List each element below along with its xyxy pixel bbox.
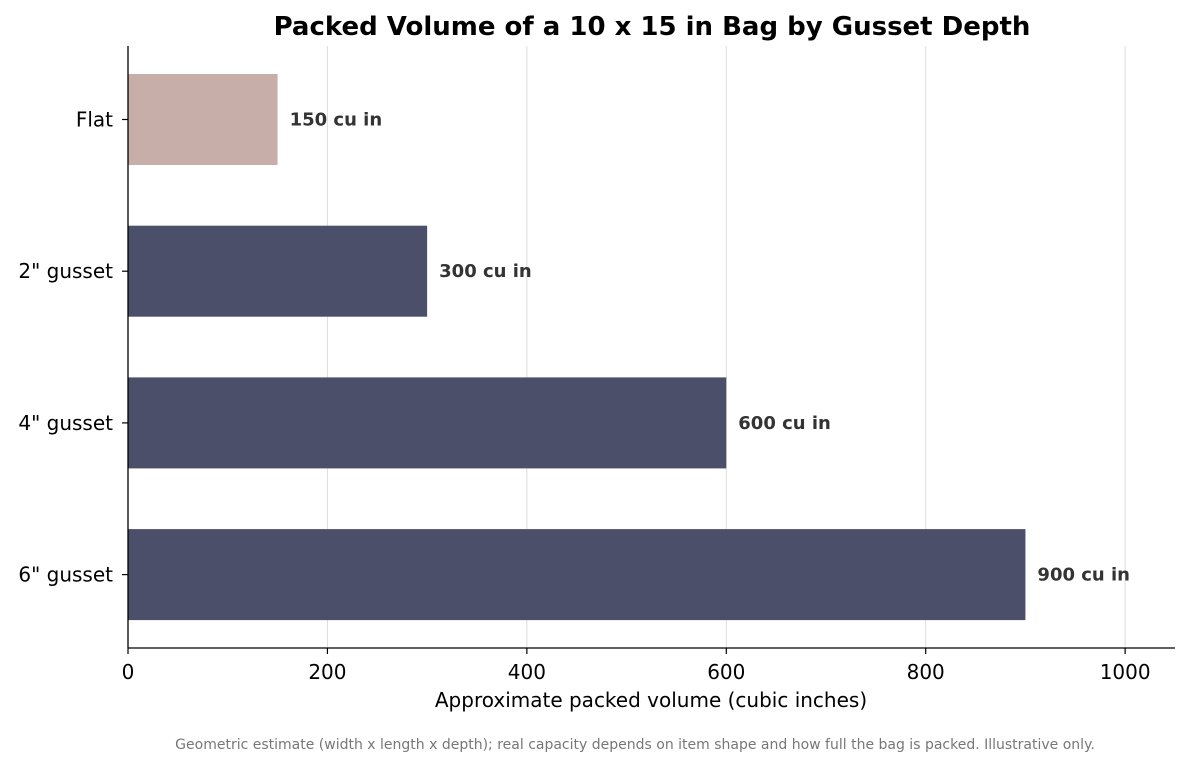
y-tick-label-3: 6" gusset <box>18 563 113 587</box>
value-label-2: 600 cu in <box>738 413 831 434</box>
x-tick-label-1000: 1000 <box>1100 660 1151 684</box>
x-tick-label-600: 600 <box>707 660 745 684</box>
bar-3 <box>128 529 1026 621</box>
chart-title: Packed Volume of a 10 x 15 in Bag by Gus… <box>274 12 1031 42</box>
x-axis-label: Approximate packed volume (cubic inches) <box>435 688 867 712</box>
value-label-1: 300 cu in <box>439 261 532 282</box>
axes: 0 200 400 600 800 1000 Flat 2" gusset 4" gusset 6… <box>18 46 1175 684</box>
x-tick-label-200: 200 <box>308 660 346 684</box>
bars: 150 cu in 300 cu in 600 cu in 900 cu in <box>128 74 1130 621</box>
bar-1 <box>128 225 428 317</box>
bar-0 <box>128 74 278 165</box>
x-tick-label-800: 800 <box>907 660 945 684</box>
x-tick-label-0: 0 <box>122 660 135 684</box>
x-tick-label-400: 400 <box>508 660 546 684</box>
y-tick-label-0: Flat <box>76 108 113 132</box>
y-tick-label-1: 2" gusset <box>18 259 113 283</box>
y-tick-label-2: 4" gusset <box>18 411 113 435</box>
value-label-3: 900 cu in <box>1037 565 1130 586</box>
footnote: Geometric estimate (width x length x dep… <box>175 737 1095 753</box>
value-label-0: 150 cu in <box>290 110 383 131</box>
bar-2 <box>128 377 727 469</box>
